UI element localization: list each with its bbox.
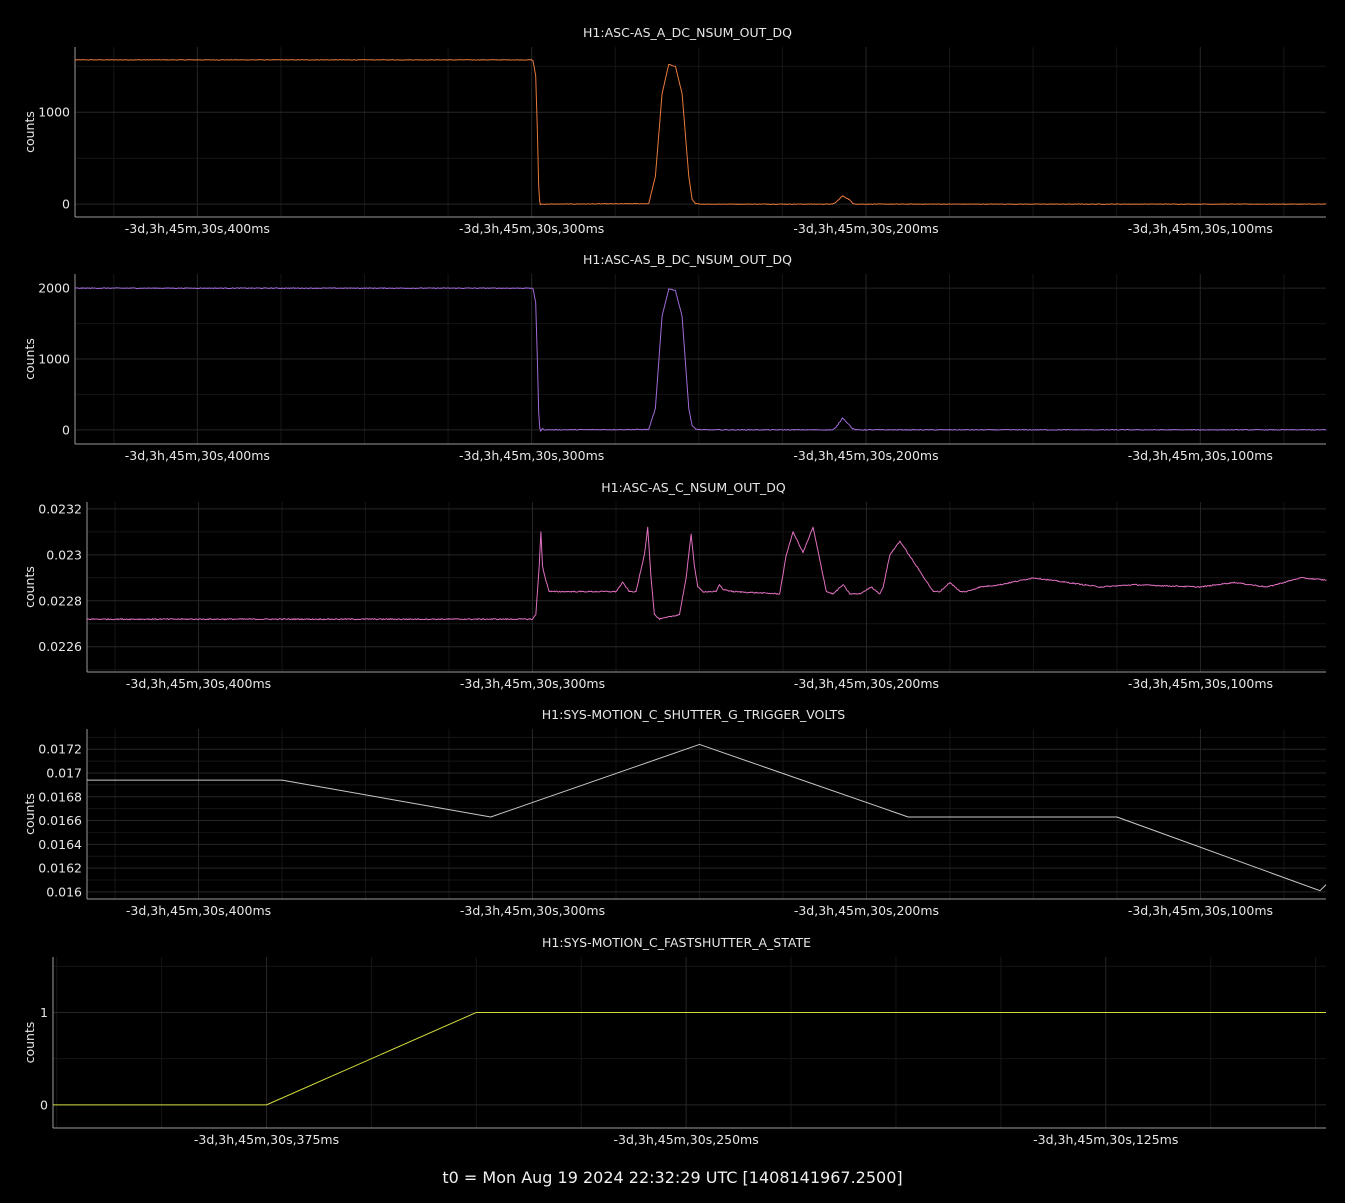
t0-footer: t0 = Mon Aug 19 2024 22:32:29 UTC [14081…: [442, 1168, 903, 1187]
x-tick-label: -3d,3h,45m,30s,100ms: [1128, 448, 1273, 463]
series-line: [86, 526, 1327, 621]
y-axis-label: counts: [22, 566, 37, 608]
y-tick-label: 0.0164: [38, 837, 82, 852]
panel-5: H1:SYS-MOTION_C_FASTSHUTTER_A_STATEcount…: [22, 935, 1326, 1147]
y-tick-label: 0.017: [46, 765, 82, 780]
x-tick-label: -3d,3h,45m,30s,400ms: [126, 903, 271, 918]
y-axis-label: counts: [22, 338, 37, 380]
y-tick-label: 0.0226: [38, 639, 82, 654]
y-axis-label: counts: [22, 1022, 37, 1064]
x-tick-label: -3d,3h,45m,30s,300ms: [459, 448, 604, 463]
chart-title: H1:ASC-AS_B_DC_NSUM_OUT_DQ: [583, 252, 792, 267]
y-tick-label: 2000: [38, 281, 70, 296]
x-tick-label: -3d,3h,45m,30s,300ms: [459, 221, 604, 236]
y-tick-label: 1000: [38, 105, 70, 120]
y-tick-label: 1000: [38, 352, 70, 367]
x-tick-label: -3d,3h,45m,30s,200ms: [793, 221, 938, 236]
x-tick-label: -3d,3h,45m,30s,200ms: [794, 676, 939, 691]
x-tick-label: -3d,3h,45m,30s,250ms: [614, 1132, 759, 1147]
chart-title: H1:ASC-AS_A_DC_NSUM_OUT_DQ: [583, 25, 792, 40]
x-tick-label: -3d,3h,45m,30s,400ms: [125, 221, 270, 236]
y-tick-label: 0: [62, 422, 70, 437]
x-tick-label: -3d,3h,45m,30s,125ms: [1033, 1132, 1178, 1147]
x-tick-label: -3d,3h,45m,30s,100ms: [1128, 903, 1273, 918]
panel-4: H1:SYS-MOTION_C_SHUTTER_G_TRIGGER_VOLTSc…: [22, 707, 1327, 918]
series-line: [87, 743, 1327, 892]
x-tick-label: -3d,3h,45m,30s,100ms: [1128, 221, 1273, 236]
y-tick-label: 0: [62, 197, 70, 212]
x-tick-label: -3d,3h,45m,30s,100ms: [1128, 676, 1273, 691]
y-tick-label: 0.0172: [38, 742, 82, 757]
x-tick-label: -3d,3h,45m,30s,400ms: [126, 676, 271, 691]
series-line: [53, 1011, 1326, 1106]
y-axis-label: counts: [22, 793, 37, 835]
chart-title: H1:ASC-AS_C_NSUM_OUT_DQ: [601, 480, 786, 495]
y-tick-label: 0.0162: [38, 861, 82, 876]
y-tick-label: 0.023: [46, 547, 82, 562]
x-tick-label: -3d,3h,45m,30s,300ms: [460, 676, 605, 691]
series-line: [74, 59, 1327, 206]
x-tick-label: -3d,3h,45m,30s,375ms: [194, 1132, 339, 1147]
chart-title: H1:SYS-MOTION_C_SHUTTER_G_TRIGGER_VOLTS: [542, 707, 846, 722]
y-tick-label: 0.0166: [38, 813, 82, 828]
y-tick-label: 0: [40, 1097, 48, 1112]
series-line: [74, 287, 1327, 432]
y-tick-label: 0.0228: [38, 593, 82, 608]
x-tick-label: -3d,3h,45m,30s,400ms: [125, 448, 270, 463]
y-tick-label: 0.0168: [38, 789, 82, 804]
y-tick-label: 0.0232: [38, 501, 82, 516]
x-tick-label: -3d,3h,45m,30s,200ms: [793, 448, 938, 463]
y-axis-label: counts: [22, 111, 37, 153]
x-tick-label: -3d,3h,45m,30s,200ms: [794, 903, 939, 918]
y-tick-label: 0.016: [46, 884, 82, 899]
y-tick-label: 1: [40, 1005, 48, 1020]
chart-title: H1:SYS-MOTION_C_FASTSHUTTER_A_STATE: [542, 935, 811, 950]
x-tick-label: -3d,3h,45m,30s,300ms: [460, 903, 605, 918]
